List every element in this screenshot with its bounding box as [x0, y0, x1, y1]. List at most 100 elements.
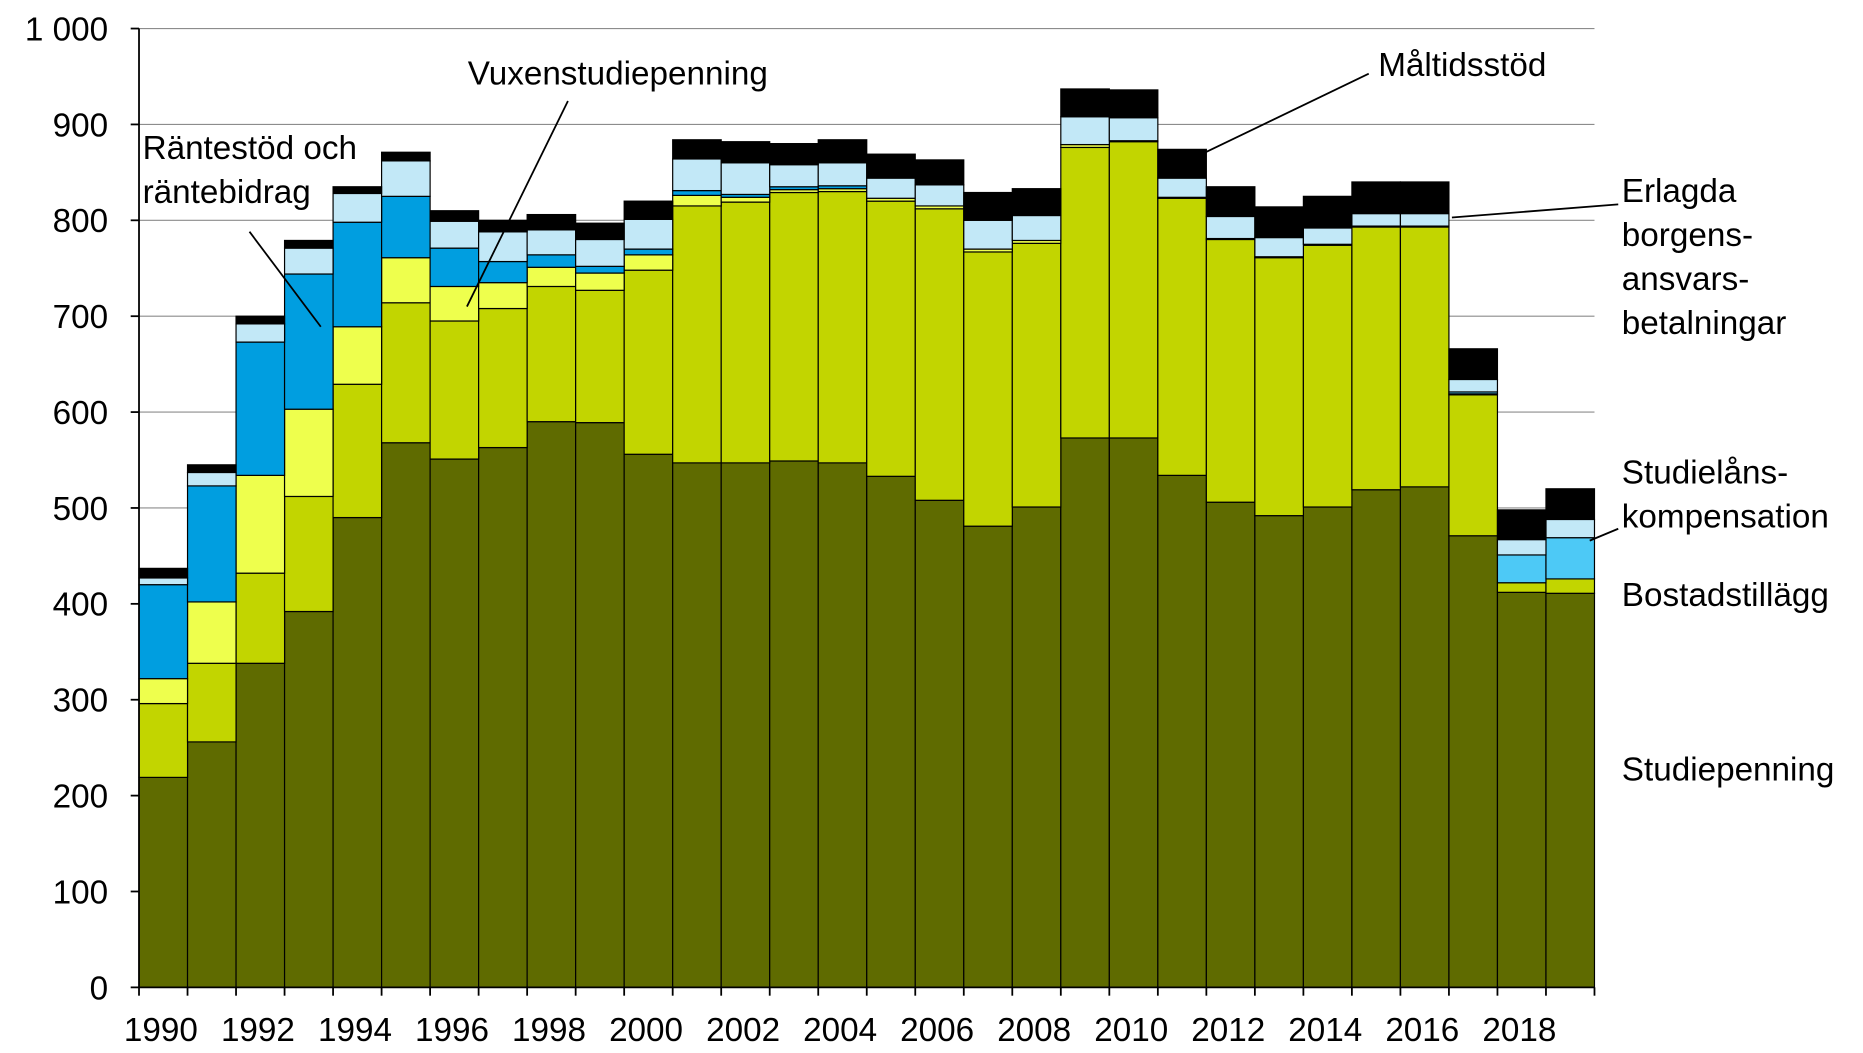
bar-segment [526, 421, 577, 988]
bar-segment [138, 702, 189, 778]
bar-segment [1496, 554, 1547, 584]
bar-segment [1351, 489, 1402, 988]
bar-segment [1399, 226, 1450, 488]
bar-segment [1399, 181, 1450, 215]
bar-segment [1108, 141, 1159, 439]
bar-segment [1448, 348, 1499, 381]
bar-segment [186, 741, 237, 988]
bar-segment [526, 213, 577, 231]
bar-segment [1302, 506, 1353, 988]
bar-segment [866, 200, 916, 477]
bar-segment [380, 302, 431, 444]
bar-segment [380, 160, 431, 197]
x-tick-label: 1994 [318, 1012, 392, 1048]
bar-segment [914, 208, 965, 501]
bar-segment [235, 474, 286, 574]
y-tick-label: 800 [53, 203, 108, 240]
bar-segment [1060, 146, 1110, 439]
bar-segment [186, 662, 237, 743]
bar-segment [1545, 578, 1596, 594]
bar-segment [429, 220, 480, 249]
bar-segment [332, 221, 383, 328]
bar-segment [186, 464, 237, 474]
bar-segment [138, 584, 189, 680]
bar-segment [478, 307, 528, 449]
y-tick-label: 0 [90, 970, 109, 1007]
bar-segment [138, 567, 189, 579]
bar-segment [1448, 378, 1499, 393]
x-tick-label: 2014 [1288, 1012, 1362, 1048]
x-tick-label: 1990 [124, 1012, 198, 1048]
bar-segment [1205, 238, 1256, 503]
bar-segment [817, 139, 868, 164]
x-tick-label: 2002 [706, 1012, 780, 1048]
bar-segment [138, 776, 189, 988]
bar-segment [1011, 214, 1062, 242]
bar-segment [575, 265, 625, 274]
bar-segment [672, 205, 722, 464]
bar-segment [332, 383, 383, 519]
y-tick-label: 600 [53, 395, 108, 432]
bar-segment [1060, 437, 1110, 988]
bar-segment [1496, 509, 1547, 541]
y-tick-label: 1 000 [25, 11, 108, 48]
bar-segment [1157, 474, 1207, 988]
leader-line [248, 231, 322, 328]
bar-segment [575, 289, 625, 424]
bar-segment [1254, 515, 1304, 988]
bar-segment [235, 572, 286, 664]
bar-segment [332, 186, 383, 195]
bar-segment [1157, 177, 1207, 198]
bar-segment [235, 323, 286, 343]
bar-segment [623, 254, 674, 271]
bar-segment [672, 139, 722, 160]
bar-segment [1108, 437, 1159, 988]
x-tick-label: 2016 [1385, 1012, 1459, 1048]
bar-segment [1496, 539, 1547, 556]
bar-segment [1302, 227, 1353, 245]
bar-segment [963, 525, 1013, 988]
bar-segment [866, 177, 916, 199]
bar-segment [1011, 506, 1062, 988]
x-tick-label: 2010 [1094, 1012, 1168, 1048]
bar-segment [623, 453, 674, 988]
bar-segment [1108, 117, 1159, 142]
bar-segment [478, 282, 528, 310]
x-tick-label: 2004 [803, 1012, 877, 1048]
bar-segment [526, 266, 577, 288]
bar-segment [1399, 213, 1450, 227]
bar-segment [1302, 195, 1353, 229]
bar-segment [1545, 518, 1596, 539]
x-tick-label: 2008 [997, 1012, 1071, 1048]
bar-segment [1302, 244, 1353, 508]
bar-segment [1351, 181, 1402, 215]
bar-segment [817, 162, 868, 187]
bar-segment [526, 229, 577, 256]
bar-segment [283, 273, 334, 410]
bar-segment [720, 196, 771, 203]
bar-segment [623, 200, 674, 220]
bar-segment [1496, 591, 1547, 988]
series-label: Erlagda borgens-ansvars-betalningar [1622, 173, 1787, 342]
bar-segment [526, 285, 577, 423]
bar-segment [332, 326, 383, 385]
y-tick-label: 700 [53, 299, 108, 336]
y-tick-label: 400 [53, 587, 108, 624]
bar-segment [769, 191, 819, 462]
series-label: Bostadstillägg [1622, 577, 1829, 614]
bar-segment [1254, 257, 1304, 517]
bar-segment [283, 495, 334, 613]
x-tick-label: 2000 [609, 1012, 683, 1048]
bar-segment [1011, 188, 1062, 217]
bar-segment [138, 678, 189, 705]
bar-segment [769, 460, 819, 988]
bar-segment [623, 218, 674, 250]
bar-segment [1399, 486, 1450, 988]
bar-segment [623, 248, 674, 256]
bar-segment [380, 151, 431, 162]
bar-segment [672, 194, 722, 207]
bar-segment [1060, 88, 1110, 118]
bar-segment [478, 446, 528, 988]
bar-segment [1448, 394, 1499, 537]
